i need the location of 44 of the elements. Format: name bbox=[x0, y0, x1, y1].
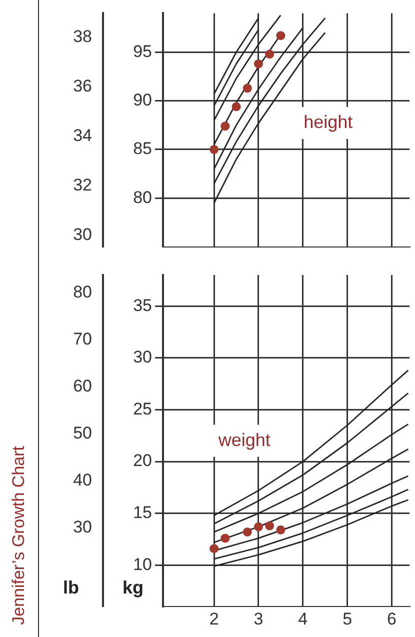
y2-tick-label: 36 bbox=[73, 76, 92, 96]
x-tick-label: 5 bbox=[342, 609, 352, 628]
x-tick-label: 2 bbox=[209, 609, 219, 628]
y-tick-label: 35 bbox=[133, 296, 152, 315]
point bbox=[210, 144, 219, 154]
y-tick-label: 10 bbox=[133, 554, 152, 574]
annotation: weight bbox=[217, 430, 270, 450]
y-tick-label: 25 bbox=[133, 399, 152, 418]
y-axis-title: kg bbox=[122, 578, 144, 598]
y2-tick-label: 32 bbox=[73, 175, 92, 194]
y2-tick-label: 38 bbox=[73, 27, 92, 46]
y2-axis-title: lb bbox=[63, 578, 79, 598]
point bbox=[265, 521, 274, 530]
point bbox=[276, 31, 286, 40]
y-tick-label: 80 bbox=[133, 188, 152, 207]
x-tick-label: 3 bbox=[254, 609, 264, 628]
text: Jennifer’s Growth Chart bbox=[9, 446, 29, 625]
y2-tick-label: 30 bbox=[73, 517, 92, 536]
y-tick-label: 30 bbox=[133, 348, 152, 367]
x-tick-label: 6 bbox=[387, 609, 396, 628]
point bbox=[254, 522, 263, 532]
point bbox=[242, 84, 252, 93]
point bbox=[220, 122, 230, 131]
y-tick-label: 85 bbox=[133, 139, 152, 158]
y-tick-label: 90 bbox=[133, 90, 152, 110]
point bbox=[242, 527, 252, 536]
point bbox=[220, 534, 230, 543]
point bbox=[265, 50, 274, 59]
x-tick-label: 4 bbox=[298, 609, 308, 628]
y2-tick-label: 60 bbox=[73, 376, 92, 396]
y-tick-label: 20 bbox=[133, 451, 152, 470]
y2-tick-label: 70 bbox=[73, 329, 92, 348]
y2-tick-label: 30 bbox=[73, 224, 92, 244]
y2-tick-label: 80 bbox=[73, 282, 92, 302]
point bbox=[232, 102, 241, 112]
point bbox=[276, 525, 286, 534]
y-tick-label: 95 bbox=[133, 42, 152, 61]
y2-tick-label: 40 bbox=[73, 470, 92, 490]
point bbox=[254, 59, 263, 68]
y2-tick-label: 34 bbox=[73, 126, 92, 145]
annotation: height bbox=[304, 112, 353, 132]
y-tick-label: 15 bbox=[133, 503, 152, 522]
y2-tick-label: 50 bbox=[73, 423, 92, 442]
point bbox=[210, 544, 219, 554]
